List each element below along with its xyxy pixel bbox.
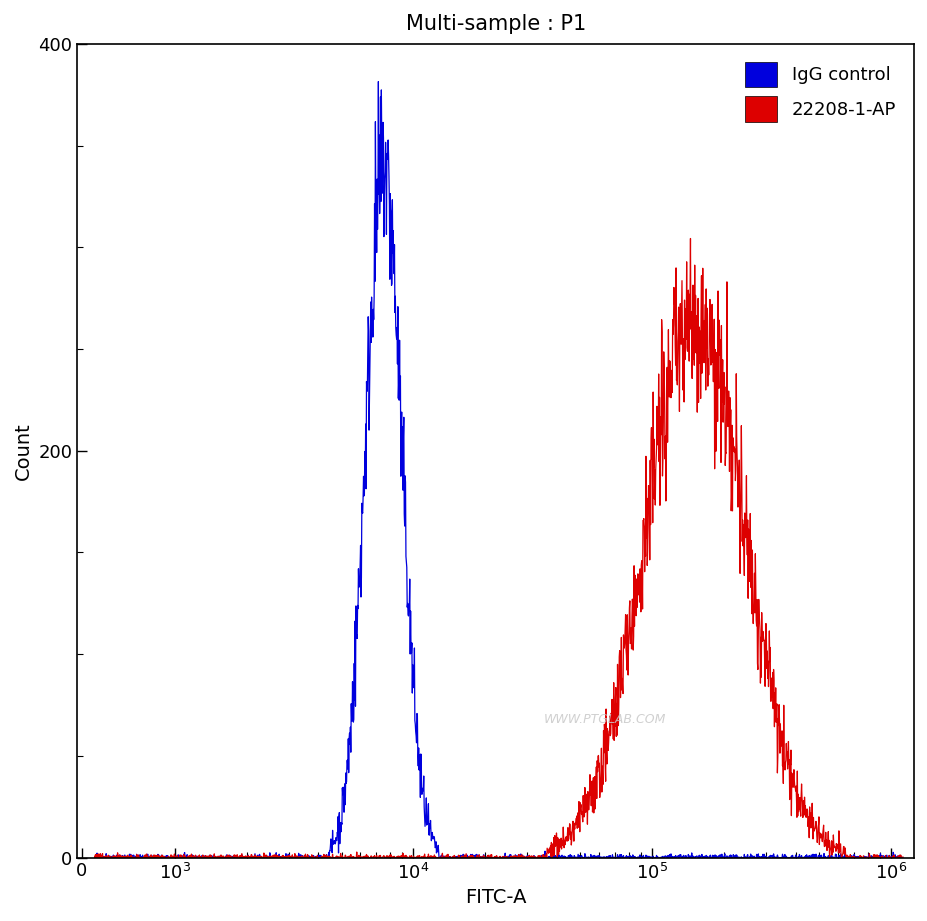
X-axis label: FITC-A: FITC-A <box>464 888 526 907</box>
IgG control <box>717 851 728 862</box>
22208-1-AP <box>717 416 728 427</box>
Line: 22208-1-AP: 22208-1-AP <box>95 239 902 857</box>
22208-1-AP <box>871 850 883 861</box>
IgG control <box>462 852 473 863</box>
Line: IgG control: IgG control <box>95 82 902 857</box>
IgG control <box>373 76 384 87</box>
Y-axis label: Count: Count <box>14 422 32 480</box>
Text: WWW.PTGLAB.COM: WWW.PTGLAB.COM <box>542 713 665 726</box>
IgG control <box>871 852 883 863</box>
22208-1-AP <box>89 852 100 863</box>
IgG control <box>439 852 451 863</box>
IgG control <box>896 852 908 863</box>
22208-1-AP <box>872 852 883 863</box>
22208-1-AP <box>96 852 108 863</box>
Legend: IgG control, 22208-1-AP: IgG control, 22208-1-AP <box>735 52 904 131</box>
IgG control <box>89 852 100 863</box>
22208-1-AP <box>896 851 908 862</box>
22208-1-AP <box>684 233 695 244</box>
22208-1-AP <box>438 852 450 863</box>
22208-1-AP <box>462 852 473 863</box>
Title: Multi-sample : P1: Multi-sample : P1 <box>405 14 585 34</box>
IgG control <box>96 852 108 863</box>
IgG control <box>872 852 883 863</box>
